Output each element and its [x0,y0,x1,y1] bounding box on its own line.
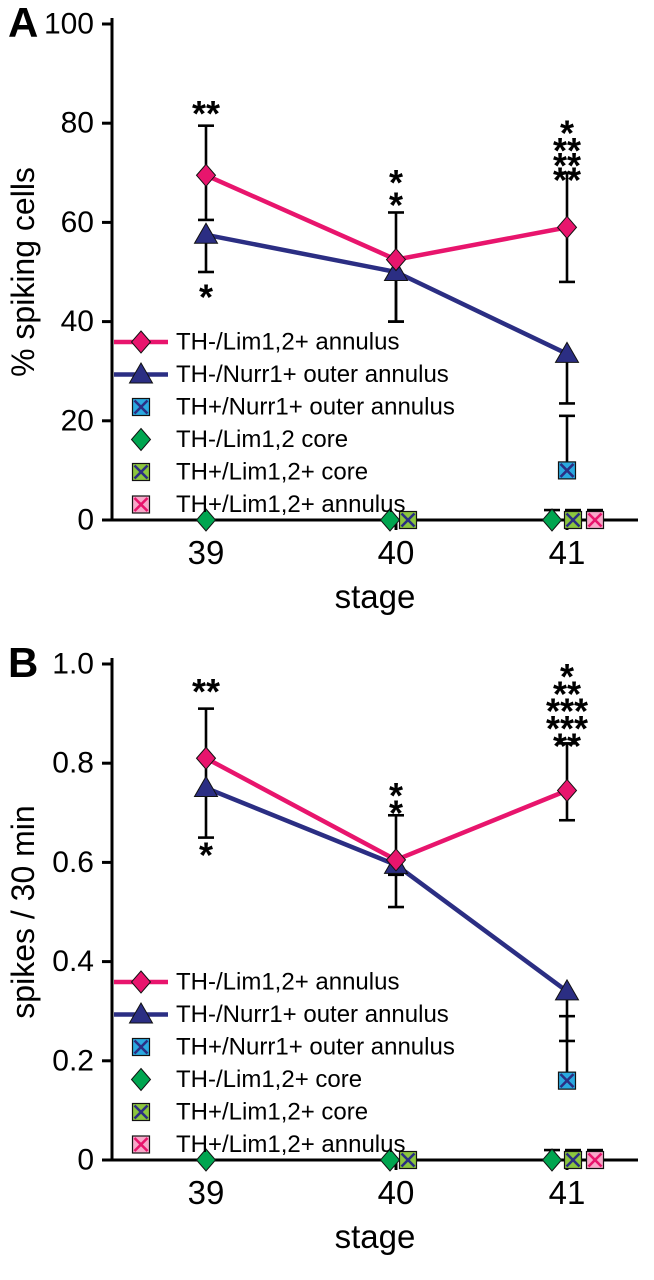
marker-diamond-icon [385,848,407,872]
marker-cross-icon [559,462,575,478]
annotation-asterisk: ** [192,671,220,712]
panel-b-label: B [8,639,39,686]
marker-diamond-icon [541,1148,563,1172]
y-tick-label: 20 [61,404,94,437]
x-axis-label: stage [335,578,416,615]
legend-label: TH+/Lim1,2+ annulus [176,1131,405,1158]
marker-cross-icon [133,1104,149,1120]
legend: TH-/Lim1,2+ annulus TH-/Nurr1+ outer annu… [114,329,455,518]
marker-diamond-icon [130,330,152,354]
marker-diamond-icon [195,746,217,771]
legend-label: TH-/Nurr1+ outer annulus [176,1001,449,1028]
marker-diamond-icon [556,778,578,803]
marker-cross-icon [133,1039,149,1055]
marker-diamond-icon [385,247,407,272]
annotation-asterisk: ** [192,93,220,134]
x-tick-label: 39 [188,1174,225,1211]
marker-cross-icon [133,1137,149,1152]
panel-a-label: A [8,0,39,46]
legend-label: TH-/Lim1,2 core [176,426,348,453]
marker-cross-icon [133,497,149,512]
legend: TH-/Lim1,2+ annulus TH-/Nurr1+ outer annu… [114,969,455,1158]
marker-cross-icon [400,1152,416,1168]
marker-diamond-icon [195,508,217,532]
annotation-asterisk: * [389,185,403,226]
annotation-asterisk: *** [546,691,588,732]
marker-triangle-icon [554,341,580,363]
y-tick-label: 60 [61,206,94,239]
marker-diamond-icon [130,970,152,994]
marker-cross-icon [133,464,149,480]
y-tick-label: 0.8 [52,747,94,780]
y-tick-label: 0.6 [52,846,94,879]
marker-cross-icon [587,1152,603,1168]
marker-cross-icon [559,1073,575,1089]
annotation-asterisk: ** [553,145,581,186]
y-axis-label: % spiking cells [5,167,41,377]
marker-diamond-icon [541,508,563,532]
x-tick-label: 40 [378,534,415,571]
annotation-asterisk: ** [553,160,581,201]
annotation-asterisk: * [199,834,213,875]
legend-label: TH+/Lim1,2+ core [176,459,368,486]
y-tick-label: 0 [77,1144,94,1177]
legend-label: TH+/Nurr1+ outer annulus [176,1034,455,1061]
marker-triangle-icon [128,1001,154,1024]
panel-a: A 0 20 40 60 80 100 39 40 41 stage % spiking cells… [5,0,638,615]
y-axis-label: spikes / 30 min [5,805,41,1018]
panel-b: B 0 0.2 0.4 0.6 0.8 1.0 39 40 41 stage spikes / 30… [0,639,654,1280]
marker-diamond-icon [556,215,578,240]
marker-cross-icon [565,1152,581,1168]
marker-triangle-icon [193,222,219,244]
y-tick-label: 80 [61,107,94,140]
panel-b-chart: 0 0.2 0.4 0.6 0.8 1.0 39 40 41 stage spikes / 30 m… [5,648,638,1255]
marker-cross-icon [400,512,416,528]
legend-label: TH-/Lim1,2+ annulus [176,329,399,356]
annotation-asterisk: * [199,276,213,317]
marker-diamond-icon [195,1148,217,1172]
marker-triangle-icon [193,775,219,797]
marker-triangle-icon [128,361,154,384]
marker-cross-icon [565,512,581,528]
marker-diamond-icon [379,1148,401,1172]
legend-label: TH-/Lim1,2+ core [176,1066,362,1093]
y-tick-label: 40 [61,305,94,338]
y-tick-label: 100 [44,8,94,41]
x-axis-label: stage [335,1218,416,1255]
annotation-asterisk: * [389,792,403,833]
x-tick-label: 41 [549,534,586,571]
marker-diamond-icon [130,1067,152,1092]
marker-triangle-icon [554,978,580,1001]
marker-diamond-icon [379,508,401,532]
marker-cross-icon [587,512,603,528]
legend-label: TH+/Lim1,2+ core [176,1099,368,1126]
legend-label: TH-/Nurr1+ outer annulus [176,361,449,388]
annotation-asterisk: * [560,656,574,697]
marker-diamond-icon [130,427,152,452]
annotation-asterisk: * [560,113,574,154]
legend-label: TH+/Nurr1+ outer annulus [176,394,455,421]
annotation-asterisk: ** [553,725,581,766]
series-line [205,785,569,994]
legend-label: TH+/Lim1,2+ annulus [176,491,405,518]
annotation-asterisk: *** [546,708,588,749]
annotation-asterisk: * [389,162,403,203]
annotation-asterisk: ** [553,673,581,714]
annotation-asterisk: * [389,775,403,816]
marker-diamond-icon [195,163,217,188]
y-tick-label: 0.4 [52,945,94,978]
annotation-asterisk: ** [553,130,581,171]
x-tick-label: 40 [378,1174,415,1211]
y-tick-label: 0 [77,504,94,537]
x-tick-label: 41 [549,1174,586,1211]
y-tick-label: 1.0 [52,648,94,681]
legend-label: TH-/Lim1,2+ annulus [176,969,399,996]
x-tick-label: 39 [188,534,225,571]
marker-cross-icon [133,399,149,415]
y-tick-label: 0.2 [52,1044,94,1077]
